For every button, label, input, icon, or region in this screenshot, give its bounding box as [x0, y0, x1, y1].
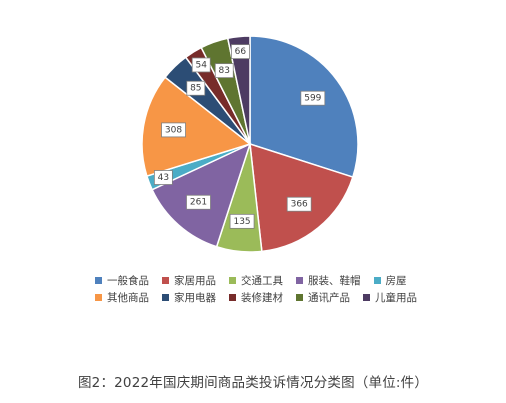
svg-text:599: 599 — [304, 94, 321, 104]
legend-label: 通讯产品 — [308, 292, 350, 304]
legend-swatch — [95, 277, 102, 284]
legend-label: 家用电器 — [174, 292, 216, 304]
svg-text:308: 308 — [165, 125, 182, 135]
pie-slice — [141, 76, 252, 178]
legend-label: 其他商品 — [107, 292, 149, 304]
data-label: 66 — [230, 44, 250, 60]
legend-label: 家居用品 — [174, 275, 216, 287]
svg-text:261: 261 — [190, 198, 207, 208]
legend-label: 装修建材 — [241, 292, 283, 304]
legend-swatch — [162, 294, 169, 301]
data-label: 83 — [214, 63, 234, 79]
legend-label: 房屋 — [385, 275, 407, 287]
data-label: 85 — [186, 80, 206, 96]
svg-text:83: 83 — [219, 66, 230, 76]
legend-label: 儿童用品 — [375, 292, 417, 304]
pie-slice — [249, 35, 359, 178]
legend-label: 交通工具 — [241, 275, 283, 287]
data-label: 308 — [161, 122, 186, 138]
data-label: 135 — [229, 213, 255, 229]
legend-label: 一般食品 — [107, 275, 149, 287]
legend-entry: 家用电器 — [162, 290, 216, 305]
figure-caption: 图2：2022年国庆期间商品类投诉情况分类图（单位:件） — [77, 375, 429, 391]
data-label: 54 — [191, 57, 211, 73]
legend-entry: 服装、鞋帽 — [296, 273, 361, 288]
svg-text:135: 135 — [233, 217, 250, 227]
legend-swatch — [229, 294, 236, 301]
svg-text:43: 43 — [158, 173, 169, 183]
legend-entry: 一般食品 — [95, 273, 149, 288]
chart-legend: 一般食品 家居用品 交通工具 服装、鞋帽 房屋 其他商品 家用电器 装修建材 通讯产品 儿童用品 — [95, 272, 435, 306]
svg-text:366: 366 — [291, 200, 308, 210]
legend-swatch — [95, 294, 102, 301]
svg-text:66: 66 — [235, 47, 247, 57]
legend-entry: 其他商品 — [95, 290, 149, 305]
pie-slice — [226, 35, 251, 145]
data-label: 261 — [186, 194, 211, 210]
legend-entry: 装修建材 — [229, 290, 283, 305]
legend-swatch — [373, 277, 381, 284]
data-label: 366 — [286, 196, 312, 212]
legend-entry: 房屋 — [373, 273, 407, 288]
legend-swatch — [296, 277, 303, 284]
data-label: 599 — [300, 90, 326, 106]
legend-swatch — [296, 294, 303, 301]
legend-entry: 家居用品 — [162, 273, 216, 288]
svg-text:54: 54 — [195, 60, 207, 70]
pie-chart: 599 366 135 261 43 308 85 54 83 66 — [141, 35, 359, 253]
data-label: 43 — [153, 170, 173, 185]
legend-entry: 交通工具 — [229, 273, 283, 288]
legend-entry: 儿童用品 — [363, 290, 417, 305]
legend-entry: 通讯产品 — [296, 290, 350, 305]
legend-swatch — [229, 277, 236, 284]
svg-text:85: 85 — [190, 84, 201, 94]
legend-swatch — [162, 277, 169, 284]
legend-label: 服装、鞋帽 — [308, 275, 361, 287]
legend-swatch — [363, 294, 370, 301]
